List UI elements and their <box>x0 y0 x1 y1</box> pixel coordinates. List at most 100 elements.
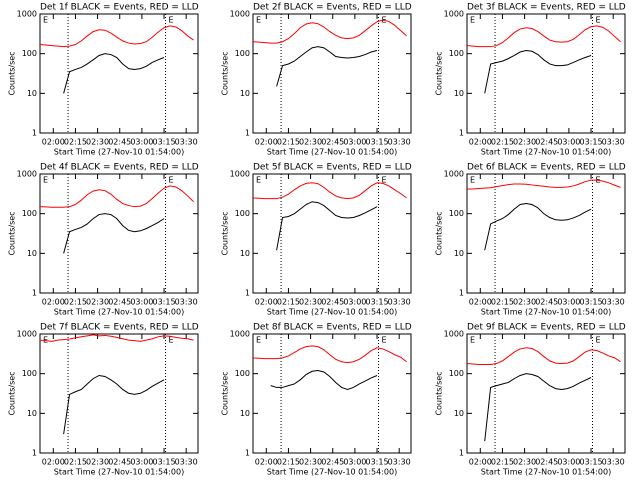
x-axis-label: Start Time (27-Nov-10 01:54:00) <box>54 468 184 477</box>
y-tick-label: 10 <box>454 89 464 98</box>
annotation: E <box>168 176 173 185</box>
y-tick-label: 10 <box>27 409 37 418</box>
x-tick-label: 02:45 <box>108 458 131 467</box>
x-tick-label: 03:30 <box>602 298 625 307</box>
x-tick-label: 02:00 <box>255 298 278 307</box>
x-tick-label: 02:15 <box>277 138 300 147</box>
x-tick-label: 02:45 <box>108 298 131 307</box>
data-line <box>39 25 194 48</box>
y-tick-label: 1000 <box>230 330 250 339</box>
x-tick-label: 02:15 <box>491 138 514 147</box>
x-tick-label: 03:30 <box>388 298 411 307</box>
data-line <box>63 213 165 254</box>
chart-title: Det 6f BLACK = Events, RED = LLD <box>467 163 626 173</box>
x-tick-label: 03:15 <box>580 138 603 147</box>
y-tick-label: 1000 <box>444 170 464 179</box>
data-line <box>252 345 407 364</box>
plot-frame <box>466 173 626 294</box>
x-tick-label: 02:45 <box>535 138 558 147</box>
annotation: E <box>470 16 475 25</box>
data-line <box>466 25 621 48</box>
x-tick-label: 03:15 <box>366 458 389 467</box>
data-line <box>276 46 378 87</box>
x-tick-label: 03:00 <box>557 458 580 467</box>
y-tick-label: 1 <box>245 129 250 138</box>
y-tick-label: 100 <box>235 369 250 378</box>
x-tick-label: 03:00 <box>343 298 366 307</box>
y-tick-label: 1 <box>245 289 250 298</box>
y-tick-label: 10 <box>454 409 464 418</box>
x-tick-label: 03:30 <box>602 138 625 147</box>
y-axis-label: Counts/sec <box>8 371 17 415</box>
y-tick-label: 10 <box>454 249 464 258</box>
x-tick-label: 02:00 <box>42 458 65 467</box>
x-tick-label: 02:45 <box>535 458 558 467</box>
y-tick-label: 10 <box>240 409 250 418</box>
x-tick-label: 03:15 <box>580 298 603 307</box>
y-tick-label: 100 <box>22 49 37 58</box>
x-axis-label: Start Time (27-Nov-10 01:54:00) <box>267 468 397 477</box>
annotation: E <box>168 336 173 345</box>
plot-frame <box>39 333 199 454</box>
x-tick-label: 03:15 <box>153 138 176 147</box>
x-tick-label: 02:00 <box>255 458 278 467</box>
y-tick-label: 1 <box>32 129 37 138</box>
annotation: E <box>595 336 600 345</box>
y-tick-label: 10 <box>240 249 250 258</box>
chart-title: Det 8f BLACK = Events, RED = LLD <box>253 323 412 333</box>
x-tick-label: 02:30 <box>513 298 536 307</box>
x-tick-label: 02:45 <box>535 298 558 307</box>
x-axis-label: Start Time (27-Nov-10 01:54:00) <box>54 308 184 317</box>
x-tick-label: 02:30 <box>299 458 322 467</box>
plot-frame <box>39 13 199 134</box>
x-tick-label: 02:30 <box>513 458 536 467</box>
y-tick-label: 10 <box>240 89 250 98</box>
x-tick-label: 02:45 <box>321 138 344 147</box>
annotation: E <box>168 16 173 25</box>
annotation: E <box>381 336 386 345</box>
x-tick-label: 03:00 <box>343 458 366 467</box>
data-line <box>39 185 194 208</box>
y-axis-label: Counts/sec <box>435 211 444 255</box>
data-line <box>467 179 621 190</box>
y-tick-label: 100 <box>235 209 250 218</box>
x-tick-label: 03:00 <box>343 138 366 147</box>
x-tick-label: 02:15 <box>64 138 87 147</box>
x-tick-label: 03:15 <box>366 298 389 307</box>
chart-title: Det 7f BLACK = Events, RED = LLD <box>40 323 199 333</box>
y-tick-label: 100 <box>449 49 464 58</box>
data-line <box>270 370 378 390</box>
x-axis-label: Start Time (27-Nov-10 01:54:00) <box>267 148 397 157</box>
y-axis-label: Counts/sec <box>221 51 230 95</box>
x-tick-label: 02:15 <box>64 458 87 467</box>
y-axis-label: Counts/sec <box>221 371 230 415</box>
x-tick-label: 02:15 <box>64 298 87 307</box>
data-line <box>252 19 407 44</box>
annotation: E <box>470 336 475 345</box>
chart-title: Det 1f BLACK = Events, RED = LLD <box>40 3 199 13</box>
annotation: E <box>470 176 475 185</box>
data-line <box>63 53 165 94</box>
x-tick-label: 02:45 <box>321 298 344 307</box>
x-axis-label: Start Time (27-Nov-10 01:54:00) <box>267 308 397 317</box>
data-line <box>39 334 194 342</box>
x-tick-label: 03:00 <box>557 298 580 307</box>
data-line <box>63 374 165 435</box>
annotation: E <box>256 336 261 345</box>
x-tick-label: 02:45 <box>108 138 131 147</box>
annotation: E <box>43 16 48 25</box>
data-line <box>484 50 592 94</box>
y-tick-label: 1 <box>459 449 464 458</box>
x-tick-label: 02:30 <box>299 298 322 307</box>
annotation: E <box>595 16 600 25</box>
x-tick-label: 02:30 <box>513 138 536 147</box>
y-tick-label: 1 <box>245 449 250 458</box>
y-axis-label: Counts/sec <box>221 211 230 255</box>
x-tick-label: 02:45 <box>321 458 344 467</box>
x-tick-label: 02:30 <box>86 298 109 307</box>
x-tick-label: 02:30 <box>86 138 109 147</box>
y-tick-label: 1000 <box>17 10 37 19</box>
x-tick-label: 02:00 <box>42 138 65 147</box>
